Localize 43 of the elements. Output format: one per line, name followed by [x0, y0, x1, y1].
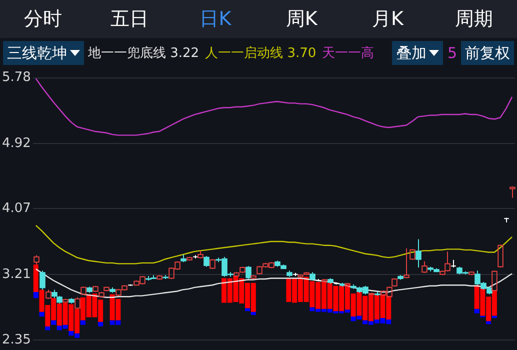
text: 三线乾坤 [7, 44, 67, 62]
bar [486, 321, 492, 324]
y-tick-label: 5.78 [2, 70, 31, 86]
candlestick [246, 265, 252, 280]
candlestick [374, 292, 380, 296]
text: 天一一高 [322, 45, 374, 62]
candlestick [68, 298, 74, 304]
text: 日K [200, 8, 232, 30]
candlestick [86, 286, 92, 294]
candlestick [204, 256, 210, 268]
text: 地一一兜底线 [88, 46, 166, 61]
candlestick [180, 254, 186, 263]
y-tick-label: 3.21 [2, 266, 31, 282]
text: 五日 [110, 8, 148, 30]
candlestick [328, 278, 334, 284]
bar [80, 320, 86, 325]
bar [492, 316, 497, 318]
candlestick [404, 248, 410, 279]
bar [250, 312, 256, 315]
text: 月K [372, 8, 404, 30]
text: 前复权 [465, 44, 510, 62]
text: 周K [286, 8, 318, 30]
text: 叠加 [396, 44, 426, 62]
bar [245, 308, 250, 312]
candlestick [398, 274, 404, 280]
text: 3.22 [170, 46, 200, 61]
candlestick [416, 238, 422, 268]
bar [33, 292, 38, 298]
text: 人一一启动线 [205, 46, 284, 61]
bar [45, 326, 50, 330]
text: 5 [447, 44, 457, 62]
y-tick-label: 2.35 [2, 332, 31, 348]
text: 分时 [24, 8, 62, 30]
text: 周期 [454, 8, 493, 30]
y-tick-label: 4.92 [2, 136, 31, 151]
candlestick [510, 186, 516, 198]
bar [39, 312, 44, 316]
text: 3.70 [287, 46, 316, 61]
bar [474, 308, 480, 314]
candlestick [110, 286, 116, 294]
bar [98, 322, 104, 326]
bar [51, 320, 56, 325]
y-tick-label: 4.07 [2, 200, 31, 216]
